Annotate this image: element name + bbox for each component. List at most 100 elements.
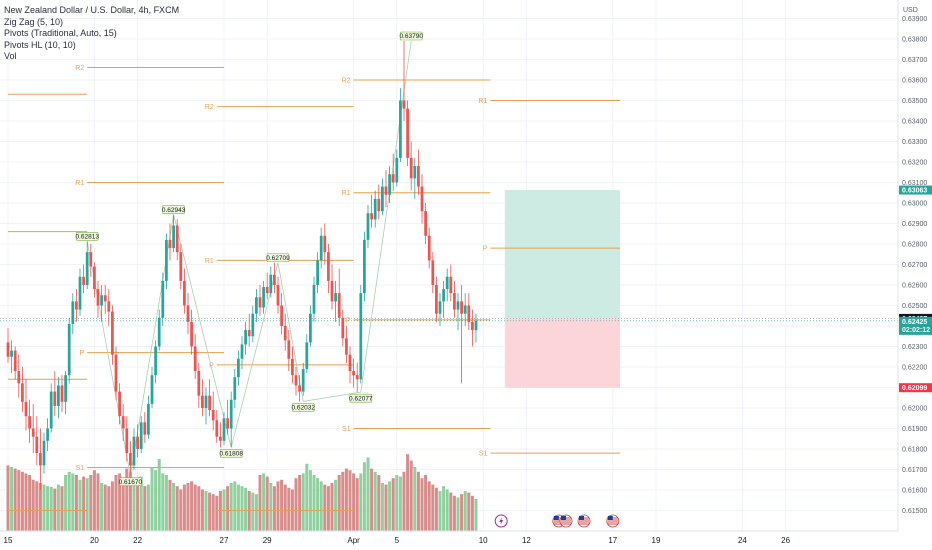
candle-body[interactable] — [103, 295, 107, 302]
candle-body[interactable] — [49, 391, 53, 429]
candle-body[interactable] — [21, 383, 24, 402]
candle-body[interactable] — [82, 276, 85, 285]
candle-body[interactable] — [280, 305, 283, 326]
candle-body[interactable] — [427, 235, 431, 261]
candle-body[interactable] — [204, 395, 208, 408]
candle-body[interactable] — [377, 198, 381, 212]
candle-body[interactable] — [438, 301, 442, 314]
candle-body[interactable] — [399, 100, 402, 158]
candle-body[interactable] — [35, 436, 39, 454]
candle-body[interactable] — [183, 280, 186, 306]
candle-body[interactable] — [24, 401, 28, 417]
long-position-tool[interactable] — [0, 190, 898, 388]
candle-body[interactable] — [31, 428, 35, 437]
candle-body[interactable] — [147, 403, 150, 435]
candle-body[interactable] — [89, 252, 93, 267]
candle-body[interactable] — [370, 213, 373, 220]
candle-body[interactable] — [341, 317, 345, 339]
candle-body[interactable] — [208, 395, 211, 411]
candle-body[interactable] — [237, 358, 240, 378]
event-markers[interactable] — [494, 514, 620, 528]
candle-body[interactable] — [85, 252, 89, 285]
indicator-pivots-hl[interactable]: Pivots HL (10, 10) — [4, 39, 76, 50]
candle-body[interactable] — [269, 274, 273, 294]
candle-body[interactable] — [453, 293, 456, 310]
candle-body[interactable] — [215, 420, 219, 437]
candle-body[interactable] — [262, 287, 265, 308]
candle-body[interactable] — [449, 276, 453, 294]
candle-body[interactable] — [388, 174, 391, 195]
candle-body[interactable] — [413, 166, 417, 179]
candle-body[interactable] — [298, 385, 301, 392]
candle-body[interactable] — [309, 313, 312, 343]
candle-body[interactable] — [39, 453, 42, 466]
candle-body[interactable] — [301, 369, 305, 392]
candle-body[interactable] — [424, 211, 427, 236]
candle-body[interactable] — [168, 239, 172, 249]
candle-body[interactable] — [78, 276, 82, 310]
candle-body[interactable] — [345, 338, 348, 355]
candle-body[interactable] — [17, 371, 21, 384]
candle-body[interactable] — [175, 225, 179, 253]
candle-body[interactable] — [352, 371, 355, 376]
candle-body[interactable] — [53, 391, 57, 406]
candle-body[interactable] — [287, 340, 291, 359]
candle-body[interactable] — [219, 436, 222, 441]
candle-body[interactable] — [258, 297, 262, 308]
candle-body[interactable] — [445, 276, 449, 290]
candle-body[interactable] — [474, 320, 478, 331]
price-axis[interactable]: USD 0.63900 0.63800 0.63700 0.63600 0.63500 0.… — [897, 0, 932, 531]
candle-body[interactable] — [276, 284, 280, 306]
price-badge[interactable] — [899, 383, 932, 393]
candle-body[interactable] — [190, 321, 193, 347]
candle-body[interactable] — [283, 325, 287, 341]
candle-body[interactable] — [93, 266, 96, 290]
candle-body[interactable] — [193, 346, 197, 372]
candle-body[interactable] — [359, 293, 363, 380]
candle-body[interactable] — [363, 239, 366, 294]
stop-zone[interactable] — [504, 318, 620, 388]
candle-body[interactable] — [442, 289, 445, 302]
candle-body[interactable] — [355, 375, 359, 380]
candle-body[interactable] — [435, 284, 438, 314]
candle-body[interactable] — [305, 342, 309, 370]
candle-body[interactable] — [211, 410, 215, 421]
candle-body[interactable] — [60, 385, 64, 402]
candle-body[interactable] — [460, 301, 463, 314]
candle-body[interactable] — [366, 213, 370, 240]
time-axis[interactable]: 15 20 22 27 29 Apr 5 10 12 17 19 24 26 — [0, 530, 898, 545]
candle-body[interactable] — [96, 289, 100, 306]
candle-body[interactable] — [10, 350, 13, 357]
candle-body[interactable] — [420, 186, 424, 212]
candle-body[interactable] — [471, 321, 474, 331]
candle-body[interactable] — [391, 174, 395, 183]
candle-body[interactable] — [136, 436, 139, 449]
candle-body[interactable] — [323, 235, 327, 253]
candle-body[interactable] — [330, 280, 334, 302]
candle-body[interactable] — [121, 416, 125, 429]
candle-body[interactable] — [255, 297, 258, 314]
candle-body[interactable] — [273, 274, 276, 285]
candle-body[interactable] — [467, 305, 471, 322]
target-zone[interactable] — [504, 190, 620, 319]
candle-body[interactable] — [28, 416, 31, 429]
candle-body[interactable] — [327, 252, 330, 281]
candle-body[interactable] — [161, 280, 165, 318]
candle-body[interactable] — [406, 108, 409, 158]
candle-body[interactable] — [118, 391, 121, 417]
candle-body[interactable] — [6, 342, 10, 357]
indicator-pivots[interactable]: Pivots (Traditional, Auto, 15) — [4, 28, 117, 38]
candle-body[interactable] — [381, 186, 384, 212]
candle-body[interactable] — [129, 453, 132, 466]
candle-body[interactable] — [222, 418, 226, 441]
candle-body[interactable] — [157, 317, 161, 347]
candle-body[interactable] — [348, 354, 352, 372]
candle-body[interactable] — [46, 428, 49, 441]
candle-body[interactable] — [114, 354, 118, 392]
candle-body[interactable] — [373, 198, 377, 220]
candle-body[interactable] — [291, 358, 294, 376]
candle-body[interactable] — [395, 157, 399, 183]
candle-body[interactable] — [337, 293, 341, 318]
candle-body[interactable] — [251, 313, 255, 337]
